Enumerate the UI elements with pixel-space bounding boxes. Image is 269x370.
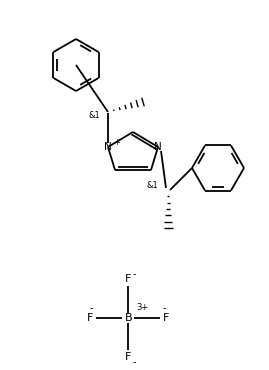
Text: -: - [90,303,93,313]
Text: N: N [104,142,112,152]
Text: -: - [163,303,167,313]
Text: F: F [163,313,169,323]
Text: &1: &1 [88,111,100,120]
Text: 3+: 3+ [136,303,148,312]
Text: -: - [133,357,136,367]
Text: F: F [125,274,131,284]
Text: N: N [154,142,162,152]
Text: +: + [114,138,121,147]
Text: F: F [125,352,131,362]
Text: B: B [125,313,133,323]
Text: &1: &1 [146,181,158,189]
Text: F: F [87,313,93,323]
Text: -: - [133,269,136,279]
